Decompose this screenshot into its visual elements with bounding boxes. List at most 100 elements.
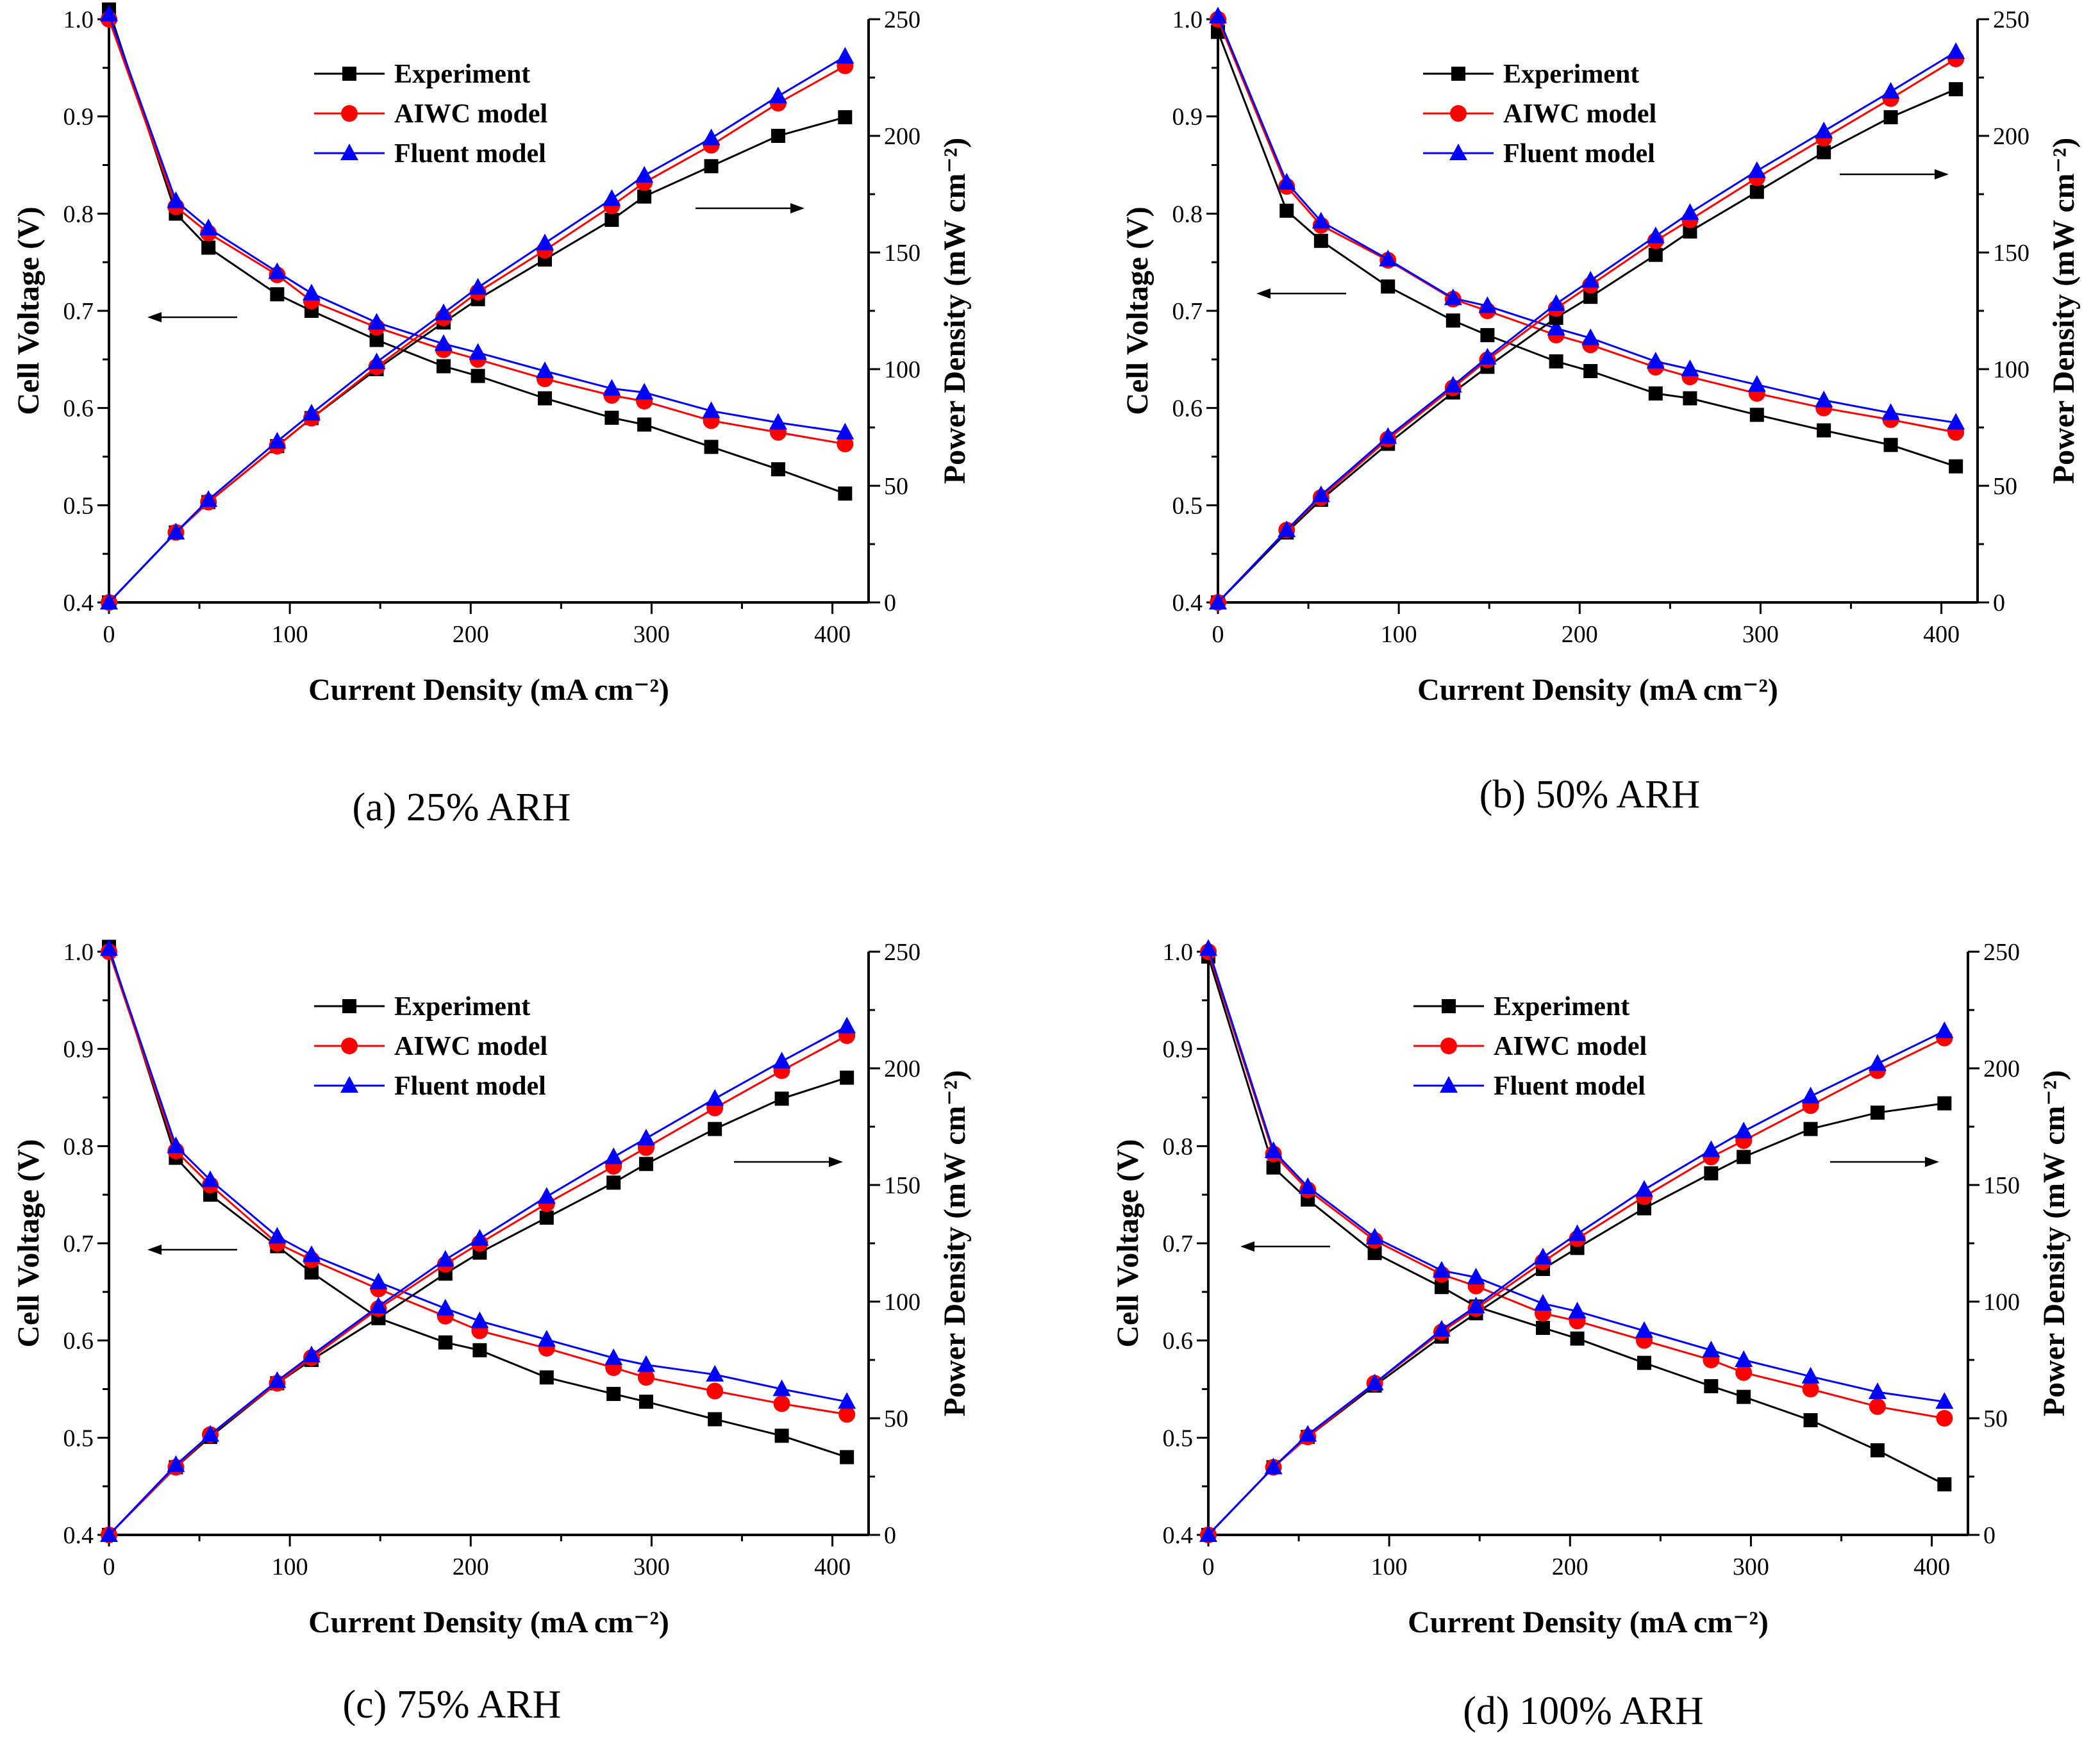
voltage-point-experiment xyxy=(1570,1331,1585,1346)
power-point-fluent xyxy=(1635,1180,1653,1197)
y-left-tick-label: 0.6 xyxy=(63,395,94,422)
voltage-line-aiwc xyxy=(1217,19,1956,434)
y-left-tick-label: 0.5 xyxy=(63,492,94,519)
legend-marker xyxy=(341,1038,358,1054)
voltage-point-aiwc xyxy=(637,1369,654,1386)
voltage-point-experiment xyxy=(1870,1443,1885,1458)
power-point-experiment xyxy=(771,129,785,143)
power-point-experiment xyxy=(840,1070,854,1085)
voltage-point-fluent xyxy=(1868,1382,1887,1400)
voltage-point-aiwc xyxy=(1802,1380,1819,1398)
y-right-tick-label: 50 xyxy=(1993,473,2017,500)
voltage-point-fluent xyxy=(1801,1366,1820,1384)
x-axis-label: Current Density (mA cm⁻²) xyxy=(308,1605,669,1639)
power-point-fluent xyxy=(1581,270,1600,288)
y-right-tick-label: 200 xyxy=(1993,123,2029,150)
voltage-line-aiwc xyxy=(108,19,846,445)
y-right-tick-label: 150 xyxy=(1983,1172,2020,1199)
y-left-tick-label: 1.0 xyxy=(1172,6,1203,33)
y-left-tick-label: 0.9 xyxy=(63,1036,94,1063)
legend-marker xyxy=(1451,67,1465,81)
y-right-tick-label: 150 xyxy=(884,1172,921,1199)
panel-b: 0 100 200 300 400 0.4 0.5 0.6 0.7 0.8 0.9 1.0 0 50 100… xyxy=(1121,6,2081,816)
power-point-fluent xyxy=(167,522,185,540)
voltage-point-fluent xyxy=(268,1227,287,1244)
voltage-point-fluent xyxy=(772,1379,791,1396)
y-right-tick-label: 50 xyxy=(884,1405,908,1432)
y-right-tick-label: 250 xyxy=(1983,939,2020,966)
y-right-tick-label: 250 xyxy=(884,6,921,33)
power-point-fluent xyxy=(772,1052,791,1069)
y-left-tick-label: 0.5 xyxy=(1172,492,1203,519)
voltage-point-fluent xyxy=(637,1355,655,1372)
legend-entry: Fluent model xyxy=(394,139,546,169)
voltage-point-fluent xyxy=(1635,1321,1653,1338)
y-left-axis-label: Cell Voltage (V) xyxy=(12,206,46,415)
y-left-tick-label: 0.5 xyxy=(1163,1425,1194,1452)
voltage-point-experiment xyxy=(1480,327,1495,342)
legend-marker xyxy=(1440,1038,1457,1054)
voltage-point-fluent xyxy=(1299,1177,1317,1195)
voltage-point-aiwc xyxy=(838,1405,856,1423)
voltage-point-experiment xyxy=(840,1450,854,1464)
voltage-point-fluent xyxy=(1379,249,1397,267)
voltage-point-fluent xyxy=(1478,296,1497,313)
y-right-tick-label: 100 xyxy=(1983,1289,2020,1316)
y-right-tick-label: 0 xyxy=(884,590,896,617)
y-left-tick-label: 0.6 xyxy=(1163,1328,1194,1355)
voltage-point-fluent xyxy=(100,4,118,22)
y-left-tick-label: 0.9 xyxy=(1172,104,1203,131)
voltage-point-aiwc xyxy=(1735,1364,1753,1381)
y-left-tick-label: 0.7 xyxy=(1172,298,1203,325)
y-right-axis-label: Power Density (mW cm⁻²) xyxy=(2037,1070,2071,1417)
voltage-point-fluent xyxy=(1533,1294,1552,1311)
x-tick-label: 200 xyxy=(1562,621,1598,648)
voltage-point-aiwc xyxy=(837,435,854,452)
arrow-right-head xyxy=(1935,169,1949,179)
arrow-left-head xyxy=(147,312,162,322)
x-tick-label: 0 xyxy=(1203,1553,1215,1580)
voltage-point-experiment xyxy=(1266,1160,1281,1175)
voltage-point-experiment xyxy=(704,440,719,454)
voltage-line-fluent xyxy=(1207,948,1945,1403)
legend-entry: Fluent model xyxy=(1494,1072,1646,1101)
voltage-point-fluent xyxy=(635,383,654,400)
y-right-tick-label: 200 xyxy=(1983,1056,2020,1082)
arrow-right-head xyxy=(1925,1157,1939,1167)
x-tick-label: 300 xyxy=(1742,621,1779,648)
power-point-fluent xyxy=(367,352,386,370)
y-right-tick-label: 200 xyxy=(884,123,921,150)
legend-entry: Experiment xyxy=(394,992,530,1022)
legend-marker xyxy=(341,105,358,122)
power-point-experiment xyxy=(1817,145,1831,160)
power-point-experiment xyxy=(1937,1096,1952,1111)
legend-entry: AIWC model xyxy=(394,99,547,129)
y-left-tick-label: 0.9 xyxy=(1163,1036,1194,1063)
power-point-experiment xyxy=(774,1091,789,1106)
y-left-tick-label: 0.4 xyxy=(1163,1522,1194,1549)
y-left-tick-label: 0.6 xyxy=(63,1328,94,1355)
voltage-point-experiment xyxy=(1648,386,1663,401)
power-point-fluent xyxy=(1467,1296,1485,1314)
power-point-fluent xyxy=(637,1129,655,1146)
voltage-point-experiment xyxy=(1937,1477,1952,1492)
voltage-point-experiment xyxy=(638,1395,653,1409)
voltage-point-experiment xyxy=(1446,313,1460,328)
legend-entry: Fluent model xyxy=(394,1072,546,1101)
power-point-experiment xyxy=(638,1157,653,1172)
voltage-point-fluent xyxy=(367,313,386,330)
voltage-point-fluent xyxy=(434,334,453,351)
voltage-point-fluent xyxy=(537,1330,556,1347)
y-left-tick-label: 0.4 xyxy=(1172,590,1203,617)
x-tick-label: 300 xyxy=(633,621,670,648)
voltage-point-experiment xyxy=(1279,203,1294,218)
voltage-point-fluent xyxy=(167,1136,185,1154)
voltage-point-experiment xyxy=(1817,423,1831,438)
power-point-experiment xyxy=(539,1210,554,1225)
x-tick-label: 100 xyxy=(1381,621,1417,648)
power-point-fluent xyxy=(1209,593,1227,609)
voltage-point-fluent xyxy=(1681,360,1699,376)
voltage-point-fluent xyxy=(1568,1302,1587,1319)
voltage-point-experiment xyxy=(1313,233,1328,248)
